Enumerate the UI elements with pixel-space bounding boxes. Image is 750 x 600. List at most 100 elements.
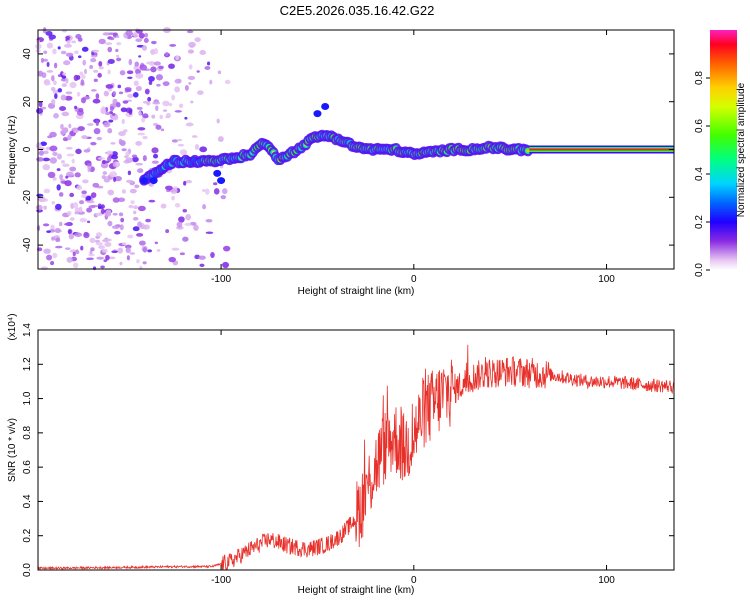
spectrogram-noise-cell: [146, 61, 155, 65]
spectrogram-noise-cell: [90, 57, 97, 63]
spectrogram-noise-cell: [90, 247, 95, 252]
spectrogram-noise-cell: [100, 265, 105, 269]
spectrogram-noise-cell: [104, 212, 112, 217]
spectrogram-noise-cell: [128, 58, 133, 66]
spectrogram-noise-cell: [142, 261, 147, 265]
colorbar-tick-label: 0.8: [694, 71, 705, 85]
spectrogram-noise-cell: [65, 52, 74, 57]
spectrogram-noise-cell: [156, 83, 161, 87]
spectrogram-noise-cell: [66, 40, 71, 44]
spectrogram-noise-cell: [74, 211, 79, 215]
spectrogram-noise-cell: [119, 70, 126, 76]
spectrogram-noise-cell: [134, 66, 140, 70]
spectrogram-noise-cell: [78, 206, 83, 213]
spectrogram-noise-cell: [202, 204, 207, 210]
spectrogram-noise-cell: [78, 107, 84, 113]
spectrogram-noise-cell: [130, 200, 135, 205]
spectrogram-noise-cell: [109, 37, 115, 41]
spectrogram-noise-cell: [71, 158, 75, 164]
spectrogram-noise-cell: [171, 139, 178, 143]
spectrogram-y-ticks: -40 -20 0 20 40: [22, 48, 674, 252]
spectrogram-noise-cell: [86, 220, 91, 224]
spectrogram-noise-cell: [86, 200, 95, 204]
spectrogram-noise-cell: [54, 228, 61, 234]
spectrogram-noise-cell: [187, 75, 196, 80]
spectrogram-noise-cell: [93, 78, 98, 82]
spectrogram-noise-cell: [47, 135, 53, 139]
spectrogram-noise-cell: [206, 61, 211, 66]
spectrogram-noise-cell: [115, 48, 119, 53]
spectrogram-noise-cell: [46, 61, 50, 67]
spectrogram-noise-cell: [116, 57, 122, 62]
spectrogram-noise-cell: [107, 46, 113, 53]
spectrogram-noise-cell: [101, 248, 108, 253]
spectrogram-ytick-label: 40: [22, 48, 33, 60]
spectrogram-noise-cell: [36, 157, 44, 162]
spectrogram-noise-cell: [43, 150, 49, 155]
spectrogram-noise-cell: [61, 111, 70, 117]
spectrogram-noise-cell: [117, 247, 124, 254]
spectrogram-ytick-label: 20: [22, 96, 33, 108]
spectrogram-noise-cell: [45, 30, 53, 36]
spectrogram-noise-cell: [138, 32, 145, 39]
spectrogram-noise-cell: [105, 84, 114, 89]
snr-xtick-label: 0: [411, 575, 417, 586]
spectrogram-noise-cell: [188, 64, 193, 70]
spectrogram-noise-cell: [165, 51, 169, 57]
spectrogram-noise-cell: [67, 134, 72, 141]
spectrogram-noise-cell: [69, 192, 75, 198]
spectrogram-noise-cell: [201, 189, 206, 192]
spectrogram-noise-cell: [82, 59, 87, 66]
snr-frame: [37, 329, 675, 571]
spectrogram-noise-cell: [133, 80, 139, 86]
spectrogram-ylabel: Frequency (Hz): [7, 116, 18, 185]
spectrogram-noise-cell: [65, 146, 73, 150]
spectrogram-noise-cell: [105, 254, 110, 261]
spectrogram-noise-cell: [152, 101, 161, 105]
spectrogram-noise-cell: [148, 199, 156, 203]
spectrogram-noise-cell: [74, 105, 78, 110]
spectrogram-ridge-core: [526, 149, 530, 153]
spectrogram-noise-cell: [62, 137, 69, 142]
spectrogram-noise-cell: [74, 232, 83, 237]
spectrogram-noise-cell: [46, 42, 53, 49]
spectrogram-noise-cell: [133, 205, 139, 210]
spectrogram-noise-cell: [224, 79, 231, 85]
spectrogram-noise-cell: [107, 189, 115, 196]
spectrogram-noise-cell: [66, 256, 73, 263]
figure-title: C2E5.2026.035.16.42.G22: [280, 3, 435, 18]
spectrogram-noise-cell: [175, 55, 180, 61]
spectrogram-noise-cell: [151, 40, 157, 45]
spectrogram-noise-cell: [77, 55, 82, 59]
spectrogram-noise-cell: [168, 256, 176, 263]
spectrogram-noise-cell: [51, 75, 55, 82]
spectrogram-noise-cell: [81, 190, 87, 195]
spectrogram-noise-cell: [42, 164, 51, 171]
spectrogram-noise-cell: [104, 111, 111, 116]
spectrogram-noise-cell: [74, 172, 81, 178]
spectrogram-noise-cell: [80, 74, 86, 80]
spectrogram-noise-cell: [148, 75, 155, 82]
spectrogram-noise-cell: [80, 97, 87, 104]
spectrogram-ytick-label: -40: [22, 237, 33, 252]
spectrogram-noise-cell: [50, 87, 56, 92]
spectrogram-noise-cell: [209, 79, 213, 85]
spectrogram-noise-cell: [127, 234, 134, 239]
spectrogram-noise-cell: [66, 153, 75, 157]
snr-y-ticks: 0.0 0.2 0.4 0.6 0.8 1.0 1.2 1.4: [22, 323, 674, 577]
spectrogram-noise-cell: [52, 252, 58, 259]
spectrogram-noise-cell: [143, 100, 148, 104]
spectrogram-noise-cell: [177, 143, 185, 147]
spectrogram-noise-cell: [135, 73, 144, 79]
spectrogram-noise-cell: [171, 195, 175, 201]
spectrogram-noise-cell: [109, 105, 114, 112]
spectrogram-noise-cell: [62, 72, 67, 76]
spectrogram-noise-cell: [125, 157, 133, 163]
spectrogram-noise-cell: [101, 175, 106, 179]
spectrogram-noise-cell: [47, 171, 56, 179]
spectrogram-noise-cell: [185, 179, 193, 184]
spectrogram-noise-cell: [90, 192, 97, 198]
spectrogram-noise-cell: [66, 171, 74, 177]
spectrogram-noise-cell: [131, 154, 138, 158]
spectrogram-xtick-label: 0: [411, 274, 417, 285]
